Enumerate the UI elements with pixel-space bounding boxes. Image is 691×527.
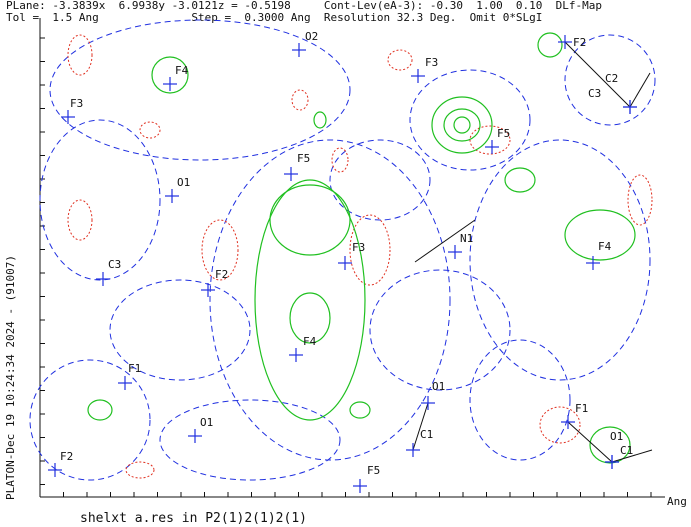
atom-label: C3	[108, 258, 121, 271]
atom-label: F2	[573, 36, 586, 49]
contour	[39, 119, 161, 281]
contour	[504, 167, 536, 193]
contour	[313, 111, 327, 129]
contour	[49, 19, 351, 161]
contour	[369, 269, 511, 391]
atom-label: O1	[200, 416, 213, 429]
contour	[469, 139, 651, 381]
contour	[387, 49, 413, 71]
atom-label: C1	[620, 444, 633, 457]
atom-label: F2	[60, 450, 73, 463]
atom-label: F4	[303, 335, 317, 348]
contour	[627, 174, 653, 226]
header-line: Tol = 1.5 Ang Step = 0.3000 Ang Resoluti…	[6, 11, 542, 24]
side-label: PLATON-Dec 19 10:24:34 2024 - (91007)	[4, 255, 17, 500]
contour	[109, 279, 251, 381]
footer: shelxt a.res in P2(1)2(1)2(1)	[80, 511, 307, 526]
atom-label: F5	[367, 464, 380, 477]
contour	[539, 406, 581, 444]
axis-unit: Ang	[667, 495, 687, 508]
atom-label: O2	[305, 30, 318, 43]
atom-label: C3	[588, 87, 601, 100]
contour	[87, 399, 113, 421]
contour	[349, 401, 371, 419]
atom-label: C1	[420, 428, 433, 441]
contour	[453, 116, 471, 134]
atom-label: O1	[610, 430, 623, 443]
contour	[201, 219, 239, 281]
bond	[611, 449, 653, 463]
atom-label: C2	[605, 72, 618, 85]
contour	[269, 184, 351, 256]
contour	[67, 34, 93, 76]
bond	[564, 41, 631, 108]
contour	[329, 139, 431, 221]
atom-label: F4	[175, 64, 189, 77]
atom-label: F3	[352, 241, 365, 254]
atom-label: F2	[215, 268, 228, 281]
atom-label: N1	[460, 232, 473, 245]
bond	[567, 421, 613, 463]
atom-label: F5	[497, 127, 510, 140]
contour	[125, 461, 155, 479]
contour	[29, 359, 151, 481]
contour	[564, 209, 636, 261]
contour	[254, 179, 366, 421]
atom-label: F5	[297, 152, 310, 165]
atom-label: F3	[70, 97, 83, 110]
contour	[589, 426, 631, 464]
contour	[139, 121, 161, 139]
atom-label: F1	[575, 402, 588, 415]
contour	[349, 214, 391, 286]
contour	[151, 56, 189, 94]
contour	[209, 139, 451, 461]
atom-label: F4	[598, 240, 612, 253]
bond	[629, 72, 651, 108]
atom-label: F1	[128, 362, 141, 375]
contour	[443, 108, 481, 142]
contour	[289, 292, 331, 344]
map: O2 F4 F3 F3 F2 C2 C3 F5 F5 O1 F3 N1 F4 C3 F2 F4 F1 O1 F1 C1…	[29, 18, 665, 498]
contour	[431, 96, 493, 154]
contour	[291, 89, 309, 111]
contour	[409, 69, 531, 171]
contour	[159, 399, 341, 481]
atom-label: O1	[432, 380, 445, 393]
contour	[537, 32, 563, 58]
contour	[469, 339, 571, 461]
contour	[331, 147, 349, 173]
contour	[564, 34, 656, 126]
bond	[414, 219, 476, 263]
atom-label: O1	[177, 176, 190, 189]
atom-label: F3	[425, 56, 438, 69]
contour	[67, 199, 93, 241]
header-line: PLane: -3.3839x 6.9938y -3.0121z = -0.51…	[6, 0, 602, 12]
bond	[412, 402, 429, 451]
